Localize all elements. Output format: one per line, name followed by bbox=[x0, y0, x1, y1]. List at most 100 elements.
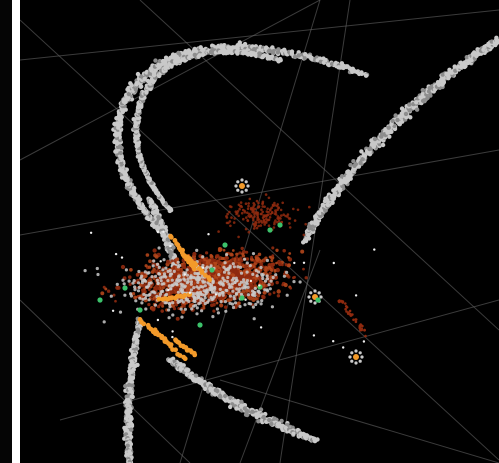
red-node bbox=[207, 258, 212, 262]
gray-node bbox=[176, 300, 180, 304]
gray-node bbox=[176, 275, 181, 279]
gray-chain-dot bbox=[441, 79, 446, 85]
gray-node bbox=[227, 285, 232, 290]
gray-node bbox=[265, 288, 269, 292]
red-node bbox=[226, 212, 229, 216]
gray-node bbox=[198, 276, 202, 280]
gray-node bbox=[269, 279, 273, 283]
gray-node bbox=[144, 307, 148, 311]
gray-chain-dot bbox=[292, 54, 298, 60]
gray-chain-dot bbox=[124, 167, 129, 172]
gray-chain-dot bbox=[418, 95, 423, 100]
red-node bbox=[267, 265, 272, 270]
gray-node bbox=[212, 290, 216, 294]
gray-chain-dot bbox=[330, 200, 335, 205]
red-node bbox=[271, 254, 275, 258]
gray-chain-dot bbox=[359, 149, 364, 154]
red-node bbox=[237, 235, 240, 239]
gray-node bbox=[243, 303, 247, 307]
gray-chain-dot bbox=[420, 98, 426, 104]
gray-node bbox=[231, 262, 235, 266]
gray-node bbox=[145, 285, 149, 289]
gray-node bbox=[259, 265, 263, 270]
red-node bbox=[205, 251, 209, 255]
red-node bbox=[273, 201, 276, 205]
gray-chain-dot bbox=[120, 109, 126, 115]
gray-node bbox=[245, 261, 249, 265]
gray-node bbox=[127, 279, 131, 283]
red-node bbox=[246, 219, 250, 223]
red-node bbox=[147, 265, 152, 269]
gray-chain-dot bbox=[228, 404, 233, 410]
gray-node bbox=[251, 252, 256, 256]
gray-node bbox=[225, 279, 229, 284]
gray-chain-dot bbox=[289, 49, 295, 54]
red-node bbox=[237, 301, 241, 306]
gray-chain-dot bbox=[126, 95, 131, 101]
gray-node bbox=[159, 292, 163, 296]
red-node bbox=[259, 219, 263, 223]
gray-chain-dot bbox=[395, 117, 400, 123]
red-node bbox=[288, 222, 291, 225]
red-node bbox=[302, 267, 305, 271]
red-node bbox=[104, 287, 108, 291]
red-node bbox=[276, 215, 280, 218]
gray-node bbox=[298, 280, 302, 284]
red-node bbox=[235, 212, 238, 216]
gray-node bbox=[197, 302, 201, 306]
gray-node bbox=[167, 308, 171, 312]
gray-node bbox=[217, 292, 221, 296]
gray-node bbox=[222, 270, 227, 274]
gray-node bbox=[160, 282, 164, 286]
gray-chain-dot bbox=[162, 58, 167, 64]
gray-node bbox=[190, 307, 194, 311]
left-panel-edge bbox=[0, 0, 12, 463]
gray-chain-dot bbox=[464, 55, 469, 60]
red-node bbox=[253, 224, 257, 228]
gray-node bbox=[203, 296, 207, 300]
gray-node bbox=[182, 285, 186, 289]
gray-node bbox=[170, 278, 174, 282]
red-node bbox=[293, 219, 297, 222]
orange-node bbox=[182, 292, 188, 298]
gray-chain-dot bbox=[227, 399, 232, 404]
gray-chain-dot bbox=[320, 202, 325, 208]
red-node bbox=[232, 221, 236, 224]
red-node bbox=[228, 210, 231, 214]
red-node bbox=[308, 205, 311, 209]
red-node bbox=[351, 313, 354, 316]
gray-chain-dot bbox=[267, 55, 273, 60]
red-node bbox=[273, 269, 277, 273]
gray-chain-dot bbox=[158, 220, 164, 226]
gray-node bbox=[201, 299, 205, 303]
red-node bbox=[261, 201, 264, 205]
red-node bbox=[230, 269, 234, 273]
gray-node bbox=[244, 281, 248, 285]
red-node bbox=[144, 264, 148, 268]
grid-line bbox=[20, 299, 191, 463]
gray-node bbox=[154, 274, 158, 278]
gray-node bbox=[164, 275, 168, 279]
gray-chain-dot bbox=[253, 53, 259, 59]
3d-visualization-viewport[interactable] bbox=[20, 0, 499, 463]
gray-chain-dot bbox=[296, 50, 301, 55]
red-node bbox=[289, 286, 293, 290]
gray-chain-dot bbox=[203, 386, 208, 392]
red-node bbox=[287, 275, 291, 279]
red-node bbox=[133, 295, 138, 300]
gray-node bbox=[238, 282, 242, 287]
red-node bbox=[240, 246, 244, 251]
gray-chain-dot bbox=[278, 58, 283, 63]
gray-node bbox=[234, 292, 238, 296]
red-node bbox=[254, 256, 260, 261]
gray-node bbox=[136, 281, 141, 285]
red-node bbox=[270, 259, 274, 263]
gray-node bbox=[123, 293, 127, 297]
gray-node bbox=[192, 295, 196, 299]
gray-chain-dot bbox=[363, 73, 369, 78]
gray-node bbox=[227, 271, 231, 275]
gray-node bbox=[239, 292, 243, 296]
gray-node bbox=[179, 307, 183, 311]
red-node bbox=[338, 299, 341, 302]
gray-chain-dot bbox=[272, 416, 277, 421]
